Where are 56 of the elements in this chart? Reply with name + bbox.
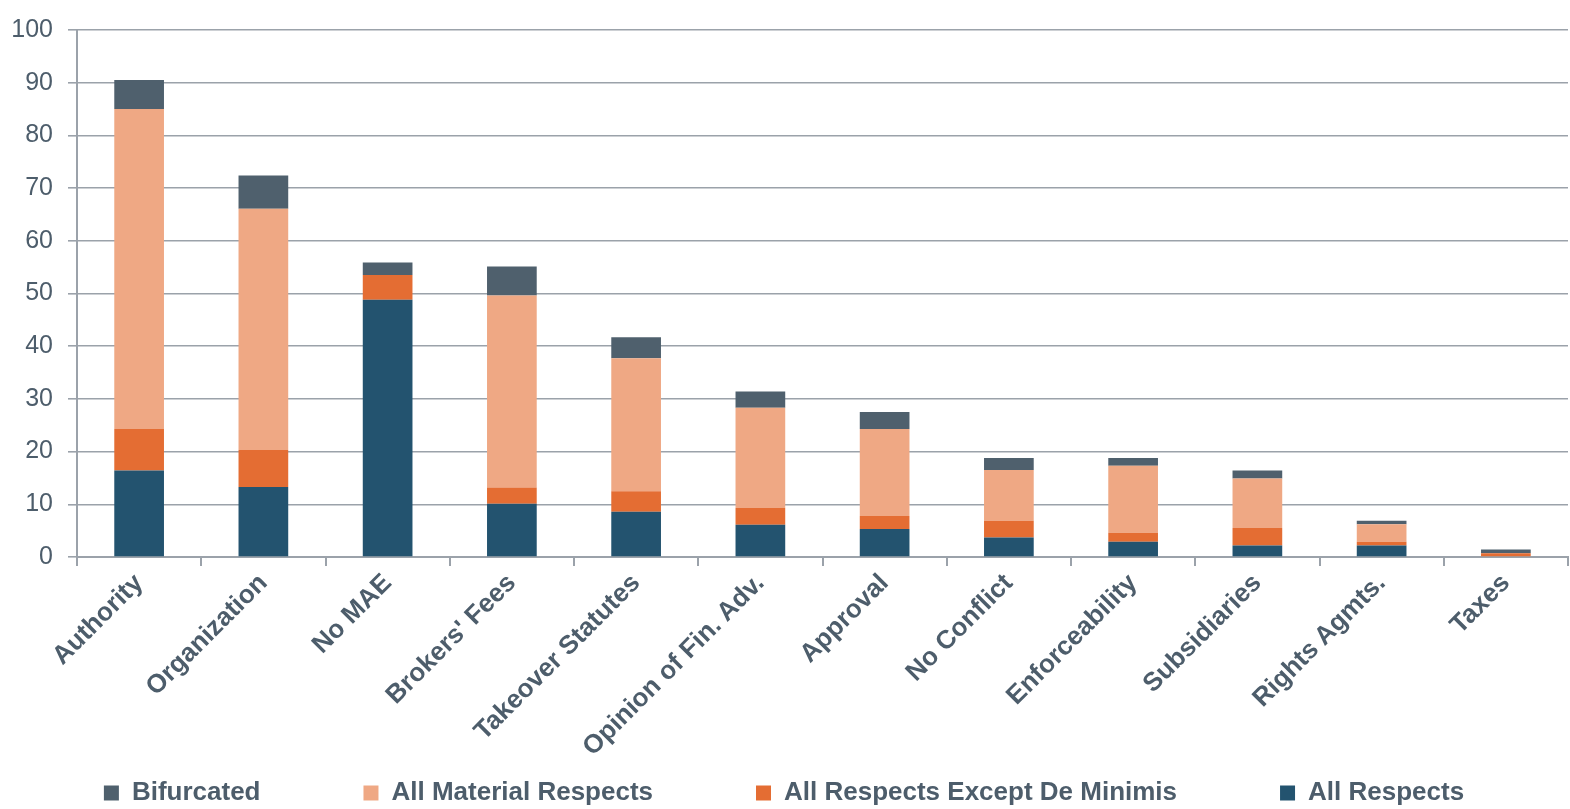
- y-tick-label: 60: [25, 224, 53, 253]
- y-tick-label: 70: [25, 171, 53, 200]
- legend-label: Bifurcated: [131, 776, 261, 807]
- bar: [735, 391, 786, 408]
- bar: [735, 507, 786, 525]
- bar: [238, 208, 289, 451]
- bar: [1108, 532, 1158, 542]
- bar: [238, 450, 289, 487]
- bar: [362, 299, 413, 557]
- bar: [611, 358, 661, 492]
- bar: [114, 109, 164, 429]
- bar: [487, 266, 537, 296]
- legend-label: All Respects: [1308, 776, 1465, 807]
- bar: [1232, 545, 1283, 557]
- y-tick-label: 50: [25, 277, 53, 306]
- bar: [1356, 524, 1407, 542]
- y-tick-label: 90: [25, 66, 53, 95]
- bar: [114, 470, 164, 557]
- bar: [611, 491, 661, 512]
- bar: [362, 262, 413, 276]
- bar: [487, 487, 537, 504]
- bar: [1108, 465, 1158, 533]
- bar: [735, 407, 786, 508]
- bar: [984, 457, 1034, 471]
- bar: [1232, 478, 1283, 529]
- y-tick-label: 30: [25, 382, 53, 411]
- y-tick-label: 20: [25, 435, 53, 464]
- bar: [611, 511, 661, 557]
- y-tick-label: 100: [11, 13, 53, 42]
- bar: [114, 428, 164, 471]
- bar: [984, 520, 1034, 538]
- legend-label: All Material Respects: [391, 776, 654, 807]
- bar: [859, 529, 910, 557]
- bar: [984, 537, 1034, 557]
- bar: [1356, 545, 1407, 557]
- bar: [487, 295, 537, 488]
- bar: [984, 470, 1034, 521]
- bar: [1232, 528, 1283, 546]
- bar: [1108, 457, 1158, 466]
- bar: [362, 275, 413, 300]
- y-tick-label: 40: [25, 330, 53, 359]
- bar: [611, 337, 661, 359]
- y-tick-label: 80: [25, 119, 53, 148]
- bar: [1108, 541, 1158, 557]
- y-tick-label: 0: [39, 540, 53, 569]
- bar: [1481, 553, 1531, 557]
- bar: [238, 175, 289, 209]
- bar: [238, 486, 289, 557]
- bar: [859, 428, 910, 516]
- legend-label: All Respects Except De Minimis: [784, 776, 1178, 807]
- bar: [114, 80, 164, 110]
- bar: [487, 503, 537, 557]
- bar: [859, 412, 910, 429]
- y-tick-label: 10: [25, 488, 53, 517]
- bar: [735, 524, 786, 557]
- bar: [859, 515, 910, 530]
